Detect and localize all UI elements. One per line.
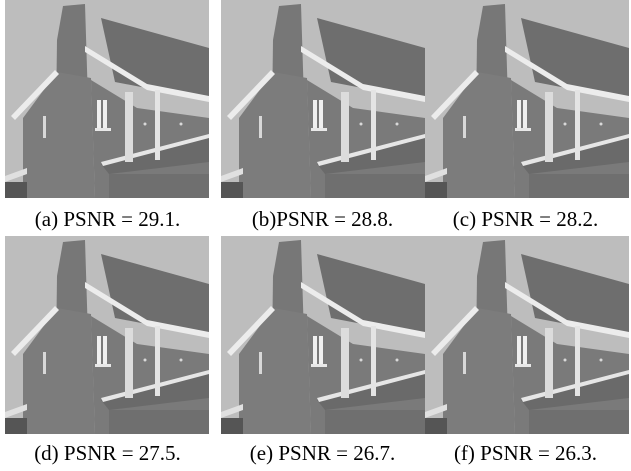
caption-e: (e) PSNR = 26.7.	[249, 441, 396, 465]
caption-c: (c) PSNR = 28.2.	[452, 207, 599, 231]
image-panel-e	[221, 236, 425, 434]
caption-d: (d) PSNR = 27.5.	[34, 441, 181, 465]
caption-a: (a) PSNR = 29.1.	[34, 207, 181, 231]
image-panel-c	[425, 0, 629, 198]
image-panel-d	[5, 236, 209, 434]
caption-f: (f) PSNR = 26.3.	[453, 441, 598, 465]
image-panel-b	[221, 0, 425, 198]
image-panel-f	[425, 236, 629, 434]
caption-b: (b)PSNR = 28.8.	[251, 207, 394, 231]
image-panel-a	[5, 0, 209, 198]
